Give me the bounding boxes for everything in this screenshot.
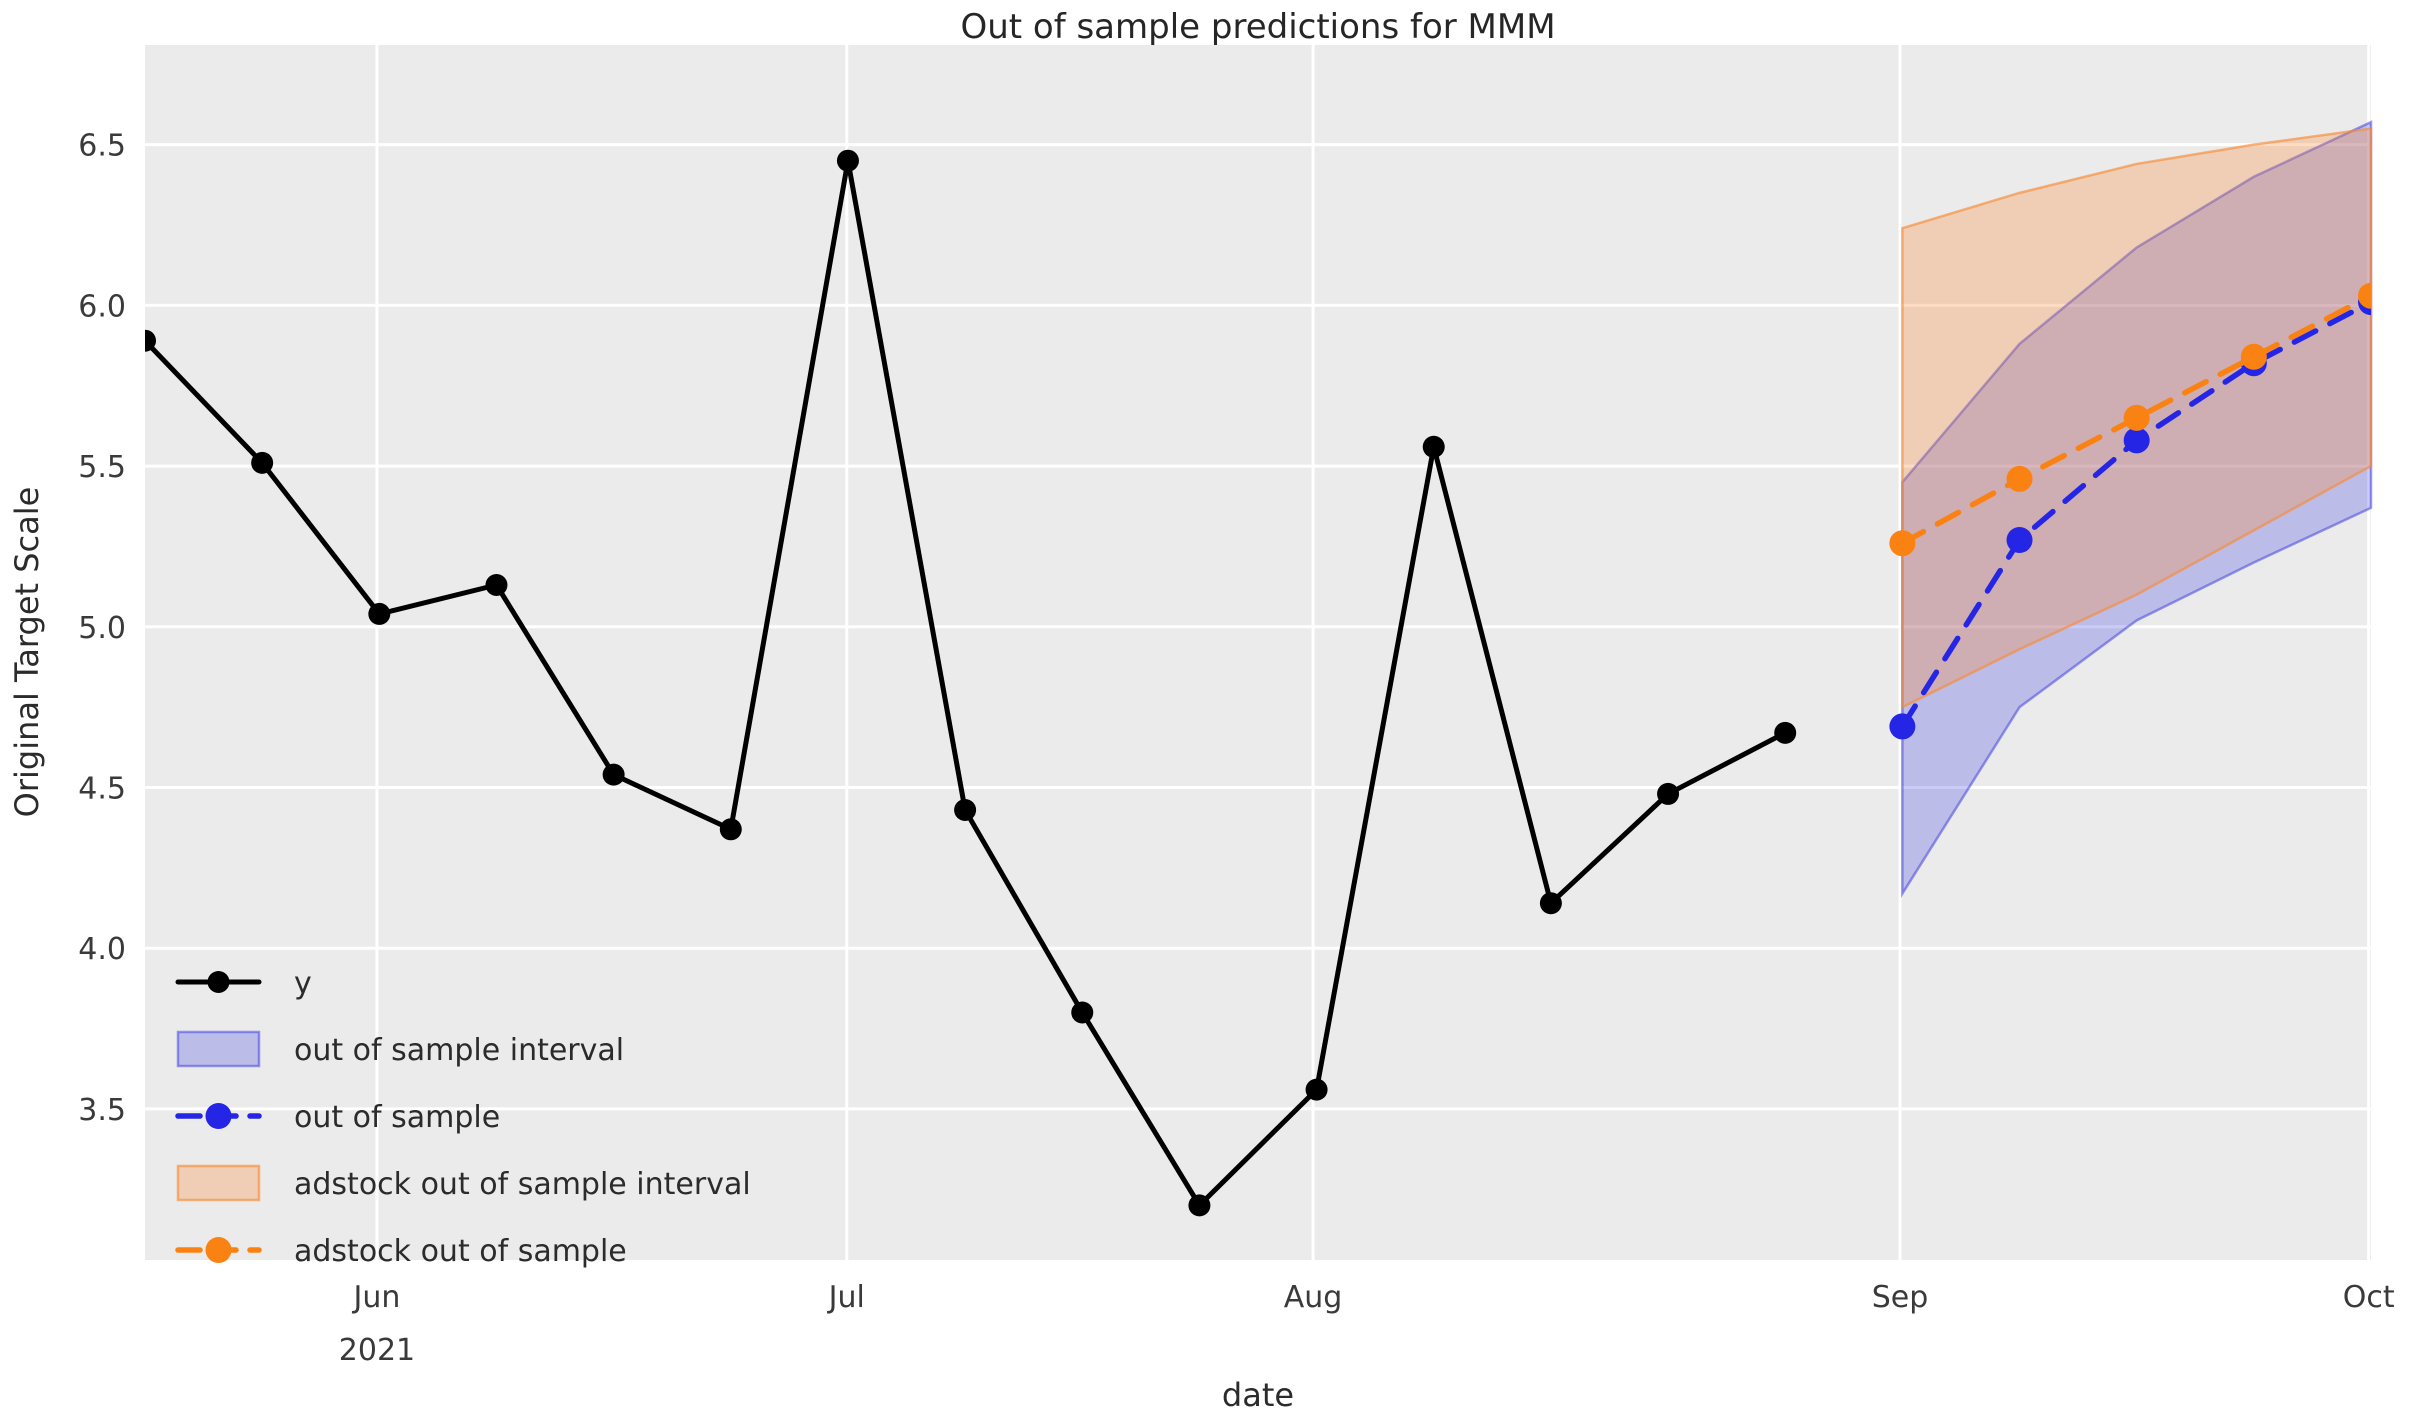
y-marker [1539,892,1562,915]
blue-interval-swatch [176,1030,261,1068]
out-of-sample-legend-marker [205,1103,232,1129]
legend-item: adstock out of sample [175,1234,627,1269]
y-marker [836,149,859,172]
y-marker [368,602,391,625]
y-tick-label: 6.5 [78,129,126,164]
adstock-out-of-sample-marker [1889,530,1916,557]
out-of-sample-marker [2006,527,2033,553]
y-marker [145,329,156,352]
legend: y out of sample interval out of sample adst… [175,966,751,1269]
x-tick-label: Jun [352,1280,401,1315]
orange-interval-swatch [176,1164,261,1202]
adstock-out-of-sample-marker [2358,282,2371,309]
y-marker [1422,435,1445,458]
x-tick-label: Oct [2343,1280,2395,1315]
series-lines [145,149,2371,1217]
y-marker [485,574,508,596]
legend-label: out of sample interval [294,1033,624,1068]
legend-label: y [294,966,312,1001]
y-tick-label: 5.5 [78,450,126,485]
y-marker [602,763,625,786]
y-marker [1305,1078,1328,1101]
legend-label: out of sample [294,1100,500,1135]
adstock-out-of-sample-marker [2006,465,2033,492]
legend-item: out of sample interval [176,1030,624,1068]
x-tick-label: Aug [1284,1280,1343,1315]
legend-item: y [175,966,312,1001]
legend-item: out of sample [175,1100,500,1135]
chart-title: Out of sample predictions for MMM [960,7,1555,47]
y-tick-label: 4.5 [78,772,126,807]
y-legend-marker [207,971,230,993]
adstock-out-of-sample-marker [2123,404,2150,431]
y-marker [719,818,742,841]
x-tick-label: Sep [1872,1280,1929,1315]
y-marker [1774,721,1797,744]
y-axis-label: Original Target Scale [8,487,46,818]
tick-labels: 3.5 4.0 4.5 5.0 5.5 6.0 6.5 Jun 2021 Jul Aug Sep Oct [78,129,2395,1368]
y-marker [1071,1001,1094,1024]
out-of-sample-marker [1889,713,1916,740]
blue-interval-band [1901,120,2373,898]
y-marker [1657,782,1680,805]
y-marker [954,799,977,821]
x-tick-year-label: 2021 [339,1333,415,1368]
x-axis-label: date [1222,1376,1294,1414]
legend-item: adstock out of sample interval [176,1164,751,1202]
adstock-out-of-sample-legend-marker [205,1237,232,1263]
out-of-sample-marker [2123,427,2150,454]
gridlines [145,45,2371,1260]
y-tick-label: 5.0 [78,611,126,646]
y-marker [1188,1194,1211,1217]
x-tick-label: Jul [827,1280,865,1315]
adstock-out-of-sample-marker [2240,343,2267,370]
y-marker [251,451,274,474]
plot-area [145,45,2371,1260]
y-tick-label: 4.0 [78,932,126,967]
legend-label: adstock out of sample interval [294,1167,751,1202]
legend-label: adstock out of sample [294,1234,627,1269]
y-tick-label: 6.0 [78,289,126,324]
y-tick-label: 3.5 [78,1093,126,1128]
